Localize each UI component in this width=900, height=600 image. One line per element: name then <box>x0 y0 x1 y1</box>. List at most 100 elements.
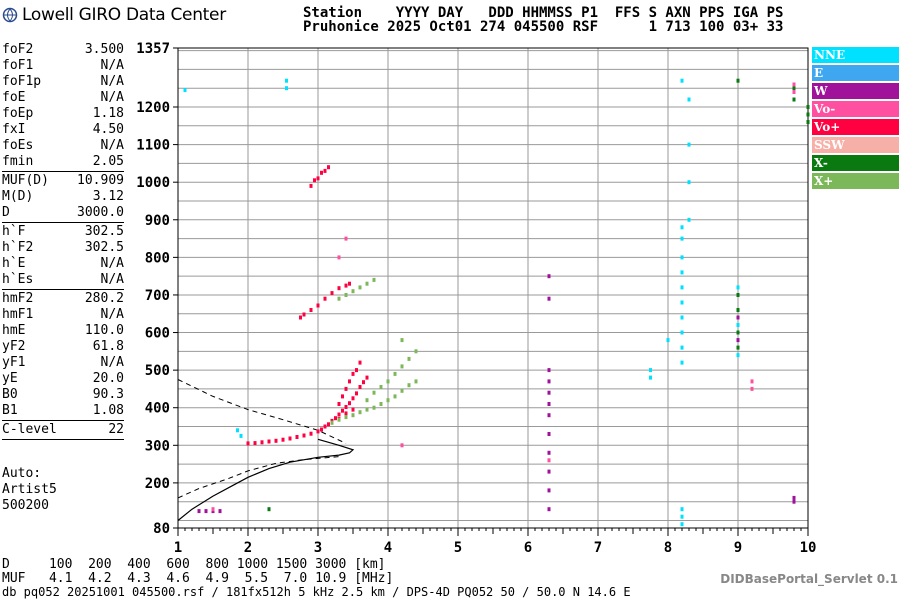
data-point-nne <box>680 236 684 241</box>
data-point-vo <box>365 375 369 380</box>
param-row: foF1 N/A <box>2 58 124 74</box>
data-point-vo <box>400 443 404 448</box>
data-point-nne <box>680 360 684 365</box>
x-tick-label: 5 <box>454 540 462 556</box>
param-row: B0 90.3 <box>2 387 124 403</box>
data-point-nne <box>239 433 243 438</box>
data-point-nne <box>680 225 684 230</box>
data-point-x <box>792 97 796 102</box>
data-point-nne <box>285 86 288 91</box>
x-tick-label: 2 <box>244 540 252 556</box>
data-point-w <box>792 495 796 500</box>
param-row: h`F 302.5 <box>2 224 124 240</box>
param-row: hmE 110.0 <box>2 323 124 339</box>
profile-dashed-upper <box>177 379 347 444</box>
data-point-vo <box>344 411 348 416</box>
legend-item: W <box>812 83 899 99</box>
param-name: foF1 <box>2 58 34 73</box>
data-point-vo <box>348 281 351 286</box>
data-point-x <box>372 405 376 410</box>
data-point-vo <box>211 507 215 512</box>
data-point-vo <box>323 424 327 429</box>
param-name: M(D) <box>2 189 34 204</box>
param-separator <box>2 420 124 421</box>
param-name: fmin <box>2 154 34 169</box>
data-point-x <box>344 415 348 420</box>
param-value: N/A <box>100 58 124 73</box>
data-point-x <box>407 356 411 361</box>
data-point-nne <box>680 285 684 290</box>
param-value: 3.500 <box>84 42 124 57</box>
param-value: 2.05 <box>92 154 124 169</box>
param-value: N/A <box>100 138 124 153</box>
param-value: 302.5 <box>84 240 124 255</box>
param-name: B0 <box>2 387 18 402</box>
data-point-nne <box>680 514 684 519</box>
data-point-x <box>806 105 810 109</box>
param-separator <box>2 171 124 172</box>
param-value: 20.0 <box>92 371 124 386</box>
param-value: 280.2 <box>84 291 124 306</box>
param-separator <box>2 439 124 440</box>
data-point-x <box>407 383 411 388</box>
param-name: hmF2 <box>2 291 34 306</box>
data-point-x <box>792 86 796 91</box>
param-row: foF1p N/A <box>2 74 124 90</box>
y-tick-label: 1100 <box>136 138 170 154</box>
plot-frame <box>177 47 809 529</box>
data-point-x <box>736 293 740 297</box>
param-name: C-level <box>2 422 57 437</box>
header-line-2: Pruhonice 2025 Oct01 274 045500 RSF 1 71… <box>303 19 784 35</box>
data-point-nne <box>680 507 684 512</box>
data-point-x <box>379 402 383 406</box>
param-name: MUF(D) <box>2 173 49 188</box>
param-row: hmF1 N/A <box>2 307 124 323</box>
data-point-vo <box>309 431 313 436</box>
param-value: 110.0 <box>84 323 124 338</box>
data-point-vo <box>337 255 341 260</box>
auto-software: Artist5 <box>2 482 57 497</box>
data-point-x <box>365 407 369 412</box>
data-point-x <box>372 277 376 282</box>
data-point-vo <box>337 286 341 291</box>
param-separator <box>2 222 124 223</box>
polarization-legend: NNE E W Vo- Vo+ SSW X- X+ <box>812 47 899 191</box>
y-tick-label: 700 <box>145 288 170 304</box>
param-row: C-level 22 <box>2 422 124 438</box>
y-tick-label: 300 <box>145 438 170 454</box>
data-point-x <box>393 394 397 399</box>
data-point-vo <box>792 90 796 94</box>
param-value: 90.3 <box>92 387 124 402</box>
data-point-vo <box>330 291 334 296</box>
param-name: h`Es <box>2 272 34 287</box>
parameter-panel: foF2 3.500 foF1 N/A foF1p N/A foE N/A foEp 1.18 fx… <box>2 42 124 441</box>
data-point-vo <box>246 441 250 446</box>
data-point-x <box>400 364 404 369</box>
param-name: yF2 <box>2 339 26 354</box>
muf-row: MUF 4.1 4.2 4.3 4.6 4.9 5.5 7.0 10.9 [MH… <box>2 571 394 586</box>
y-tick-label: 80 <box>153 521 170 537</box>
data-point-x <box>736 308 740 312</box>
data-point-x <box>400 338 404 343</box>
data-point-x <box>806 112 810 117</box>
y-tick-label: 1000 <box>136 175 170 191</box>
param-row: yF1 N/A <box>2 355 124 371</box>
servlet-label: DIDBasePortal_Servlet 0.1 <box>720 572 898 586</box>
param-row: foEp 1.18 <box>2 106 124 122</box>
data-point-vo <box>750 379 754 384</box>
param-name: h`F <box>2 224 26 239</box>
param-row: foEs N/A <box>2 138 124 154</box>
data-point-vo <box>750 386 754 391</box>
legend-item: NNE <box>812 47 899 63</box>
legend-item: X- <box>812 155 899 171</box>
data-point-w <box>736 338 740 343</box>
param-row: fmin 2.05 <box>2 154 124 170</box>
data-point-nne <box>649 368 652 373</box>
data-point-nne <box>680 78 684 83</box>
data-point-x <box>414 379 418 384</box>
data-point-x <box>386 379 390 384</box>
param-value: 10.909 <box>77 173 124 188</box>
data-point-nne <box>666 338 670 343</box>
data-point-vo <box>260 440 264 445</box>
param-value: N/A <box>100 90 124 105</box>
